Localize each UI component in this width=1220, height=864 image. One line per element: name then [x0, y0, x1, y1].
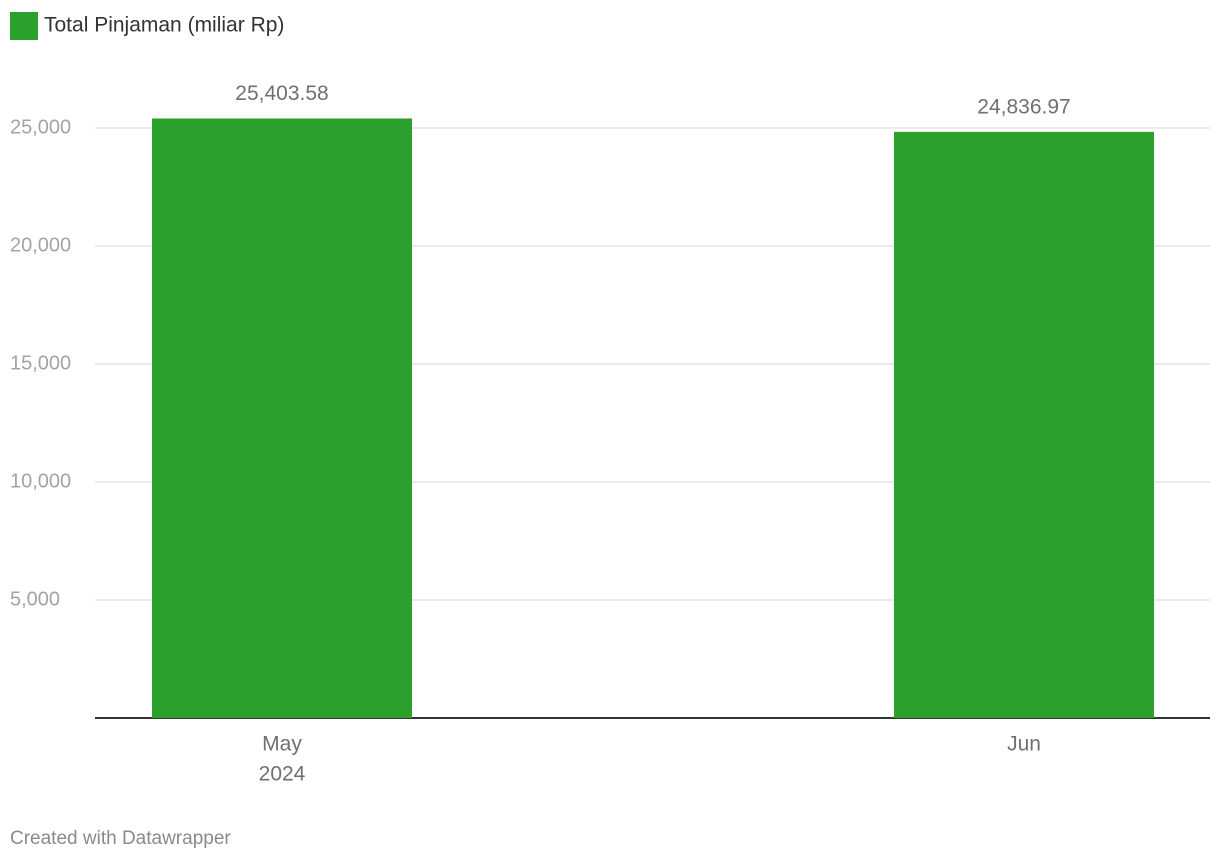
y-tick-label: 25,000 [10, 116, 71, 138]
x-tick-sublabel: 2024 [259, 763, 306, 786]
y-tick-label: 20,000 [10, 234, 71, 256]
bar [894, 131, 1154, 718]
legend-label: Total Pinjaman (miliar Rp) [44, 14, 284, 37]
x-tick-label: Jun [1007, 733, 1041, 756]
bar [152, 118, 412, 718]
legend-swatch [10, 12, 38, 40]
value-label: 25,403.58 [235, 82, 328, 105]
value-label: 24,836.97 [977, 95, 1070, 118]
footer: Created with Datawrapper [10, 828, 231, 849]
y-tick-label: 10,000 [10, 470, 71, 492]
x-tick-label: May [262, 733, 302, 756]
y-tick-label: 15,000 [10, 352, 71, 374]
y-tick-label: 5,000 [10, 588, 60, 610]
